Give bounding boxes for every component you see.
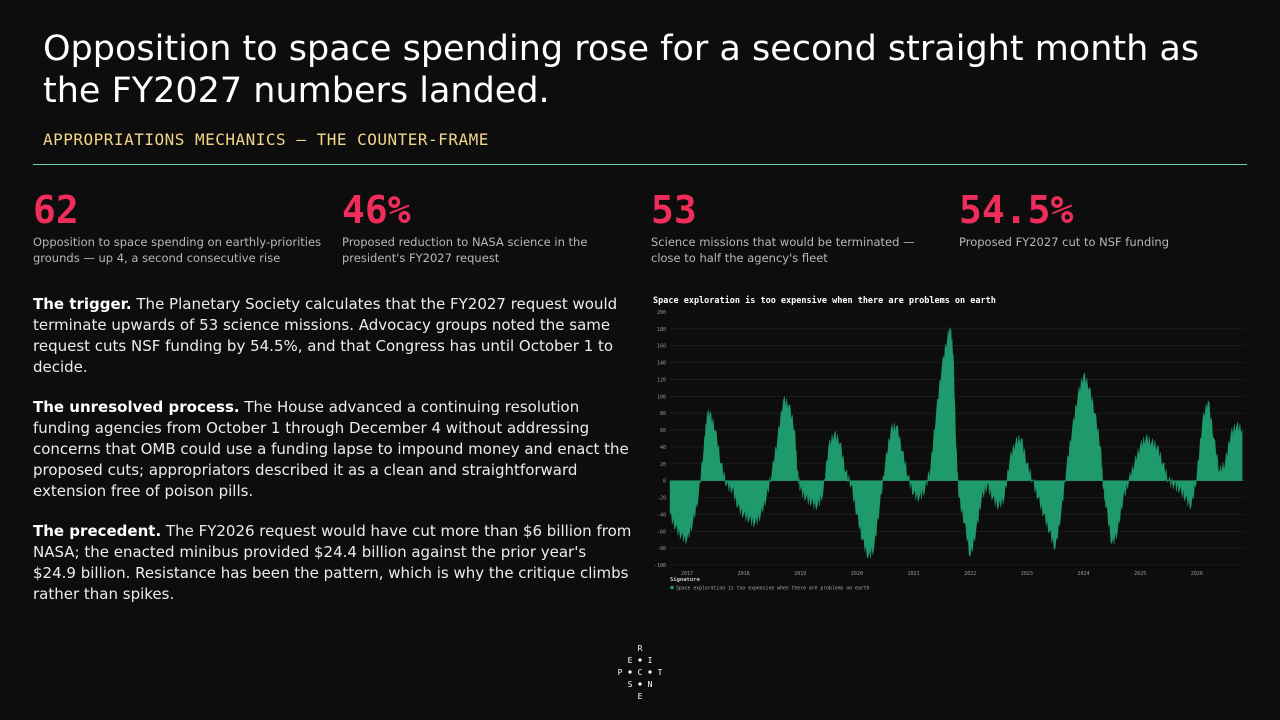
y-tick-label: 60: [660, 428, 666, 434]
logo-letter: P: [618, 668, 623, 677]
logo-letter: N: [648, 680, 653, 689]
x-tick-label: 2024: [1078, 571, 1090, 577]
logo-letter: R: [638, 645, 643, 653]
legend-swatch: [670, 585, 674, 590]
x-tick-label: 2017: [681, 571, 693, 577]
logo-letter: C: [638, 668, 643, 677]
paragraph-lead: The precedent.: [33, 522, 162, 540]
y-tick-label: 100: [657, 394, 666, 400]
paragraph-lead: The unresolved process.: [33, 398, 240, 416]
x-axis-ticks: 2017 2018 2019 2020 2021 2022 2023 2024 2025 2026: [681, 571, 1203, 577]
y-tick-label: 120: [657, 377, 666, 383]
series-area-path: [669, 327, 1243, 559]
logo-letter: S: [628, 680, 633, 689]
x-tick-label: 2019: [794, 571, 806, 577]
y-tick-label: 0: [663, 479, 666, 485]
x-tick-label: 2023: [1021, 571, 1033, 577]
logo-dot: [638, 658, 642, 662]
signature-area-chart: Space exploration is too expensive when …: [653, 295, 1245, 592]
paragraph-lead: The trigger.: [33, 295, 132, 313]
stat-value: 53: [651, 188, 697, 232]
section-subtitle: APPROPRIATIONS MECHANICS — THE COUNTER-F…: [43, 130, 489, 149]
header-divider: [33, 164, 1247, 165]
x-tick-label: 2020: [851, 571, 863, 577]
logo-letter: I: [648, 656, 653, 665]
y-tick-label: 180: [657, 327, 666, 333]
page-title: Opposition to space spending rose for a …: [43, 29, 1200, 111]
logo-letter: E: [628, 656, 633, 665]
logo-dot: [648, 670, 652, 674]
y-tick-label: -60: [657, 529, 666, 535]
y-tick-label: 20: [660, 462, 666, 468]
x-tick-label: 2026: [1191, 571, 1203, 577]
logo-letter: E: [638, 692, 643, 701]
chart-grid: [670, 311, 1245, 566]
y-tick-label: 80: [660, 411, 666, 417]
chart-legend: Signature Space exploration is too expen…: [670, 577, 870, 592]
stat-value: 62: [33, 188, 79, 232]
stat-nsf-cut: 54.5% Proposed FY2027 cut to NSF funding: [959, 188, 1249, 250]
stat-value: 46%: [342, 188, 411, 232]
chart-series-area: [669, 327, 1243, 559]
y-tick-label: -40: [657, 512, 666, 518]
body-text: The trigger. The Planetary Society calcu…: [33, 294, 633, 624]
y-tick-label: -80: [657, 546, 666, 552]
logo-dot: [638, 682, 642, 686]
stat-opposition: 62 Opposition to space spending on earth…: [33, 188, 323, 266]
x-tick-label: 2025: [1134, 571, 1146, 577]
chart-title: Space exploration is too expensive when …: [653, 295, 996, 306]
logo-dot: [628, 670, 632, 674]
y-tick-label: -20: [657, 496, 666, 502]
y-axis-ticks: -100 -80 -60 -40 -20 0 20 40 60 80 100 120 140 160 180…: [654, 310, 666, 569]
y-tick-label: 160: [657, 344, 666, 350]
x-tick-label: 2022: [964, 571, 976, 577]
paragraph-trigger: The trigger. The Planetary Society calcu…: [33, 294, 633, 378]
paragraph-text: The Planetary Society calculates that th…: [33, 295, 618, 376]
paragraph-text: The FY2026 request would have cut more t…: [33, 522, 632, 603]
stat-label: Proposed FY2027 cut to NSF funding: [959, 235, 1170, 249]
y-tick-label: 200: [657, 310, 666, 316]
stat-value: 54.5%: [959, 188, 1074, 232]
rescript-logo: RE IP C TS NE: [618, 645, 663, 701]
stat-missions-terminated: 53 Science missions that would be termin…: [651, 188, 941, 266]
x-tick-label: 2021: [908, 571, 920, 577]
logo-letter: T: [658, 668, 663, 677]
paragraph-precedent: The precedent. The FY2026 request would …: [33, 521, 633, 605]
y-tick-label: -100: [654, 563, 666, 569]
paragraph-text: The House advanced a continuing resoluti…: [33, 398, 629, 500]
x-tick-label: 2018: [738, 571, 750, 577]
legend-title: Signature: [670, 577, 700, 583]
stat-nasa-science-cut: 46% Proposed reduction to NASA science i…: [342, 188, 632, 266]
stat-label: Proposed reduction to NASA science in th…: [342, 235, 588, 265]
logo-lettermark: RE IP C TS NE: [618, 645, 663, 701]
y-tick-label: 40: [660, 445, 666, 451]
y-tick-label: 140: [657, 361, 666, 367]
paragraph-process: The unresolved process. The House advanc…: [33, 397, 633, 502]
legend-entry: Space exploration is too expensive when …: [676, 586, 870, 592]
stat-label: Opposition to space spending on earthly-…: [33, 235, 322, 265]
stat-label: Science missions that would be terminate…: [651, 235, 915, 265]
